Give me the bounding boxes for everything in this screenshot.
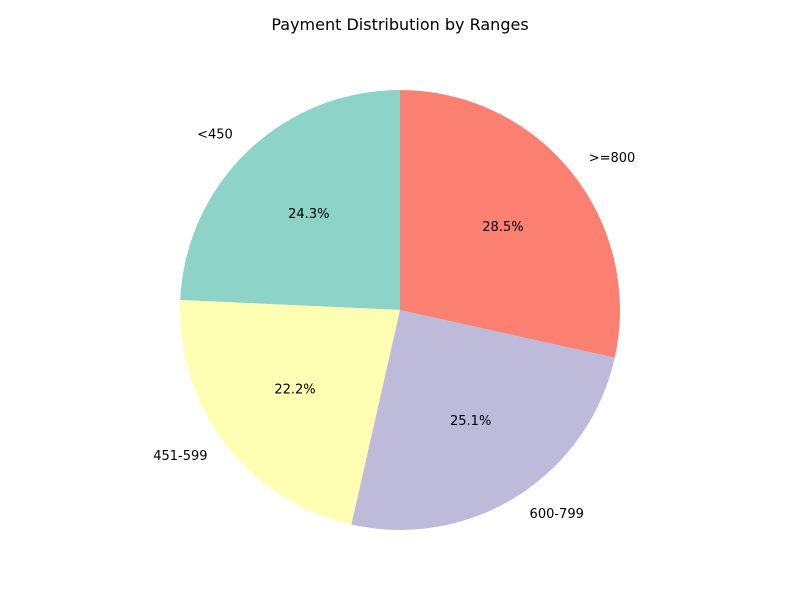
pie-category-label-2: 451-599 <box>153 449 207 464</box>
pie-category-label-3: 600-799 <box>530 507 584 522</box>
pie-slices <box>180 90 620 530</box>
pie-value-label-3: 25.1% <box>450 414 491 429</box>
pie-labels: 24.3% <450 22.2% 451-599 25.1% 600-799 28.5% >=… <box>153 128 635 522</box>
pie-slice-2 <box>180 299 400 525</box>
pie-slice-4 <box>400 90 620 358</box>
pie-slice-3 <box>351 310 615 530</box>
pie-value-label-1: 24.3% <box>288 207 329 222</box>
pie-category-label-1: <450 <box>197 128 233 143</box>
chart-title: Payment Distribution by Ranges <box>271 15 529 34</box>
pie-value-label-2: 22.2% <box>274 383 315 398</box>
pie-value-label-4: 28.5% <box>482 220 523 235</box>
pie-slice-1 <box>180 90 400 310</box>
pie-category-label-4: >=800 <box>589 151 636 166</box>
